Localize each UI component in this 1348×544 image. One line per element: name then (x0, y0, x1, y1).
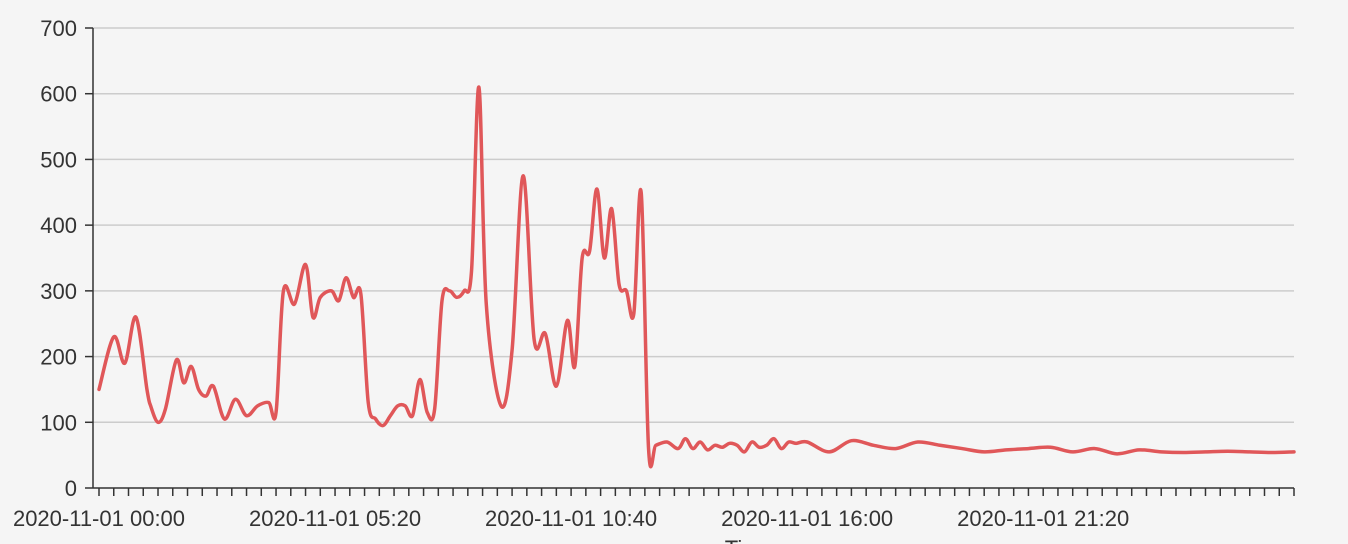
y-tick-label: 700 (40, 16, 77, 41)
x-tick-label: 2020-11-01 21:20 (957, 506, 1129, 531)
gridlines (93, 27, 1294, 424)
axes (85, 27, 1295, 496)
series-line (97, 85, 1296, 469)
y-tick-label: 300 (40, 279, 77, 304)
y-tick-label: 200 (40, 345, 77, 370)
x-tick-label: 2020-11-01 00:00 (13, 506, 185, 531)
y-tick-label: 500 (40, 147, 77, 172)
tick-labels: 0 100 200 300 400 500 600 700 2020-11-01 00:00 20… (13, 16, 1129, 544)
y-tick-label: 600 (40, 82, 77, 107)
y-tick-label: 400 (40, 213, 77, 238)
x-axis-title: Ti (725, 536, 743, 544)
series-layer (97, 85, 1296, 469)
x-tick-label: 2020-11-01 16:00 (721, 506, 893, 531)
y-tick-label: 100 (40, 410, 77, 435)
y-tick-label: 0 (65, 476, 77, 501)
x-tick-label: 2020-11-01 10:40 (485, 506, 657, 531)
x-tick-label: 2020-11-01 05:20 (249, 506, 421, 531)
